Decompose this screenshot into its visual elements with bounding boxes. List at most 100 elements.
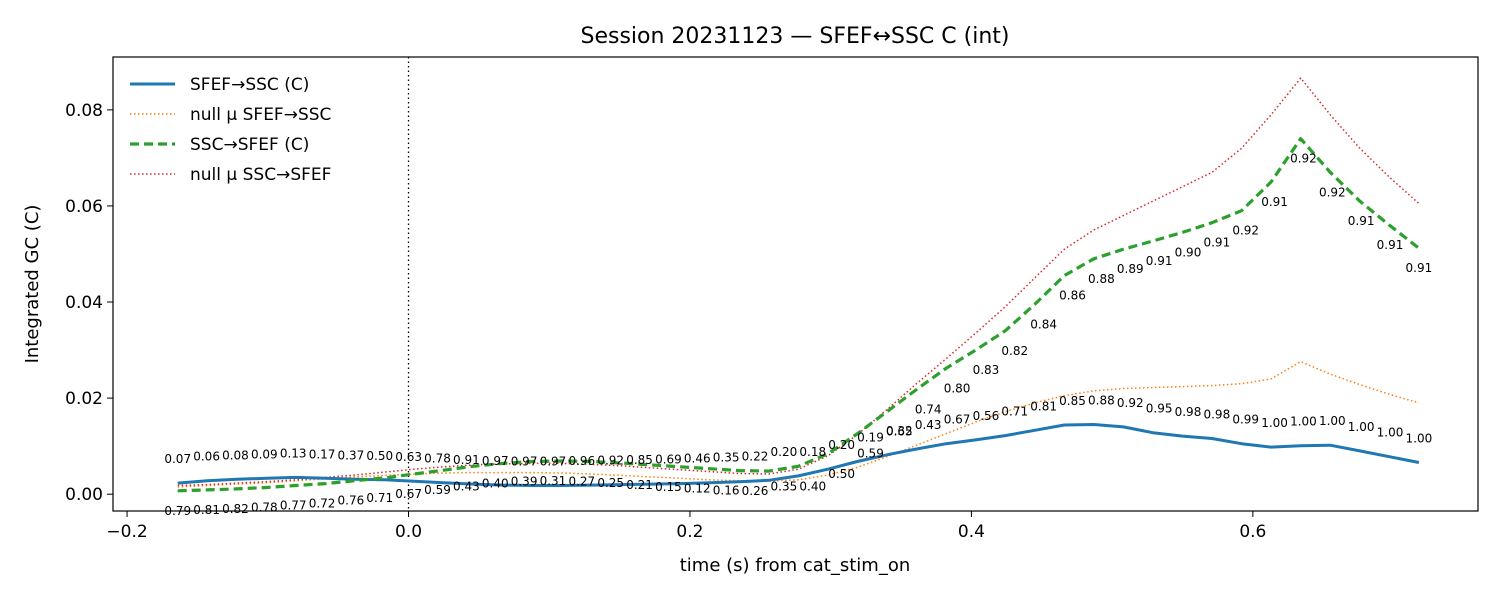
p-value-label: 0.32: [886, 424, 913, 438]
legend: SFEF→SSC (C) null μ SFEF→SSC SSC→SFEF (C) n…: [130, 75, 331, 185]
p-value-label: 0.65: [886, 425, 913, 439]
p-value-label: 0.26: [742, 484, 769, 498]
p-value-label: 0.99: [1232, 413, 1259, 427]
p-value-label: 0.89: [1117, 262, 1144, 276]
p-value-label: 0.90: [1175, 245, 1202, 259]
p-value-label: 0.22: [742, 449, 769, 463]
p-value-label: 0.78: [251, 500, 278, 514]
p-value-label: 0.78: [424, 452, 451, 466]
p-value-label: 0.83: [973, 363, 1000, 377]
p-value-label: 0.27: [568, 475, 595, 489]
x-tick-label: 0.4: [958, 522, 985, 542]
p-value-label: 0.88: [1088, 394, 1115, 408]
p-value-label: 0.20: [771, 445, 798, 459]
p-value-label: 0.67: [944, 413, 971, 427]
series-line: [177, 423, 1420, 487]
x-tick-label: 0.2: [676, 522, 703, 542]
y-axis-label: Integrated GC (C): [22, 205, 43, 364]
p-value-label: 0.06: [193, 450, 220, 464]
p-value-label: 0.91: [1261, 195, 1288, 209]
p-value-label: 0.59: [857, 447, 884, 461]
p-value-label: 0.92: [1290, 152, 1317, 166]
legend-label: null μ SFEF→SSC: [190, 105, 331, 125]
p-value-label: 0.50: [828, 467, 855, 481]
p-value-label: 0.09: [251, 447, 278, 461]
y-tick-label: 0.04: [65, 293, 103, 313]
p-value-label: 0.17: [309, 447, 336, 461]
p-value-label: 0.97: [511, 455, 538, 469]
p-value-label: 0.92: [1319, 185, 1346, 199]
p-value-label: 0.21: [626, 478, 653, 492]
p-value-label: 1.00: [1261, 416, 1288, 430]
x-axis: −0.2 0.0 0.2 0.4 0.6: [106, 511, 1266, 542]
p-value-label: 1.00: [1377, 426, 1404, 440]
p-value-label: 0.77: [280, 499, 307, 513]
legend-label: null μ SSC→SFEF: [190, 165, 331, 185]
y-tick-label: 0.00: [65, 485, 103, 505]
legend-label: SSC→SFEF (C): [190, 135, 309, 155]
p-value-label: 0.69: [655, 453, 682, 467]
p-value-label: 0.92: [1117, 396, 1144, 410]
p-value-label: 0.46: [684, 452, 711, 466]
p-value-label: 0.71: [366, 491, 393, 505]
series-line: [177, 137, 1420, 493]
p-value-label: 0.37: [338, 448, 365, 462]
p-value-label: 0.35: [771, 479, 798, 493]
p-value-label: 0.80: [944, 381, 971, 395]
p-value-label: 0.50: [366, 449, 393, 463]
y-tick-label: 0.06: [65, 197, 103, 217]
p-value-label: 0.15: [655, 480, 682, 494]
legend-label: SFEF→SSC (C): [190, 75, 309, 95]
p-value-label: 0.92: [597, 454, 624, 468]
p-value-label: 0.88: [1088, 272, 1115, 286]
chart-title: Session 20231123 — SFEF↔SSC C (int): [581, 24, 1010, 49]
p-value-label: 0.43: [915, 418, 942, 432]
p-value-label: 0.72: [309, 497, 336, 511]
p-value-label: 0.67: [395, 487, 422, 501]
series-line: [177, 360, 1420, 488]
p-value-label: 0.85: [1059, 394, 1086, 408]
p-value-label: 0.40: [482, 476, 509, 490]
p-value-label: 0.35: [713, 451, 740, 465]
p-value-label: 0.97: [482, 454, 509, 468]
x-tick-label: −0.2: [106, 522, 147, 542]
p-value-label: 0.91: [453, 453, 480, 467]
p-value-label: 0.91: [1348, 214, 1375, 228]
p-value-label: 0.19: [857, 431, 884, 445]
p-value-label: 0.84: [1030, 317, 1057, 331]
p-value-label: 0.91: [1406, 261, 1433, 275]
p-value-label: 0.08: [222, 448, 249, 462]
p-value-label: 0.13: [280, 446, 307, 460]
p-value-label: 0.40: [799, 479, 826, 493]
p-value-label: 0.97: [540, 455, 567, 469]
p-value-label: 1.00: [1406, 431, 1433, 445]
p-value-label: 0.92: [1232, 224, 1259, 238]
p-value-label: 0.85: [626, 453, 653, 467]
p-value-label: 1.00: [1319, 414, 1346, 428]
p-value-label: 0.12: [684, 482, 711, 496]
p-value-label: 0.82: [222, 502, 249, 516]
p-value-label: 0.16: [713, 484, 740, 498]
p-value-label: 0.76: [338, 494, 365, 508]
p-value-label: 0.81: [1030, 399, 1057, 413]
p-value-label: 0.43: [453, 479, 480, 493]
x-tick-label: 0.0: [395, 522, 422, 542]
y-tick-label: 0.02: [65, 389, 103, 409]
p-value-label: 0.59: [424, 483, 451, 497]
p-value-label: 0.98: [1203, 407, 1230, 421]
p-value-label: 0.07: [164, 452, 191, 466]
p-value-label: 1.00: [1290, 415, 1317, 429]
p-value-label: 0.96: [568, 454, 595, 468]
p-value-label: 0.20: [828, 438, 855, 452]
p-value-label: 0.91: [1146, 254, 1173, 268]
p-value-label: 0.82: [1001, 344, 1028, 358]
plot-area: 0.07 0.06 0.08 0.09 0.13 0.17 0.37 0.50 0.63 0.78…: [164, 57, 1432, 518]
p-value-label: 0.91: [1377, 238, 1404, 252]
y-axis: 0.00 0.02 0.04 0.06 0.08: [65, 101, 113, 505]
p-value-label: 1.00: [1348, 420, 1375, 434]
p-value-label: 0.86: [1059, 289, 1086, 303]
p-value-label: 0.56: [973, 409, 1000, 423]
p-value-label: 0.81: [193, 503, 220, 517]
